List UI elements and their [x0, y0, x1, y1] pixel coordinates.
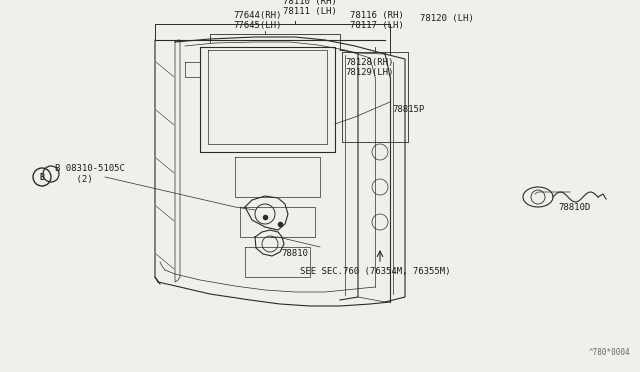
- Text: SEE SEC.760 (76354M, 76355M): SEE SEC.760 (76354M, 76355M): [300, 267, 451, 276]
- Text: 78120 (LH): 78120 (LH): [420, 14, 474, 23]
- Text: 78110 (RH)
78111 (LH): 78110 (RH) 78111 (LH): [283, 0, 337, 16]
- Text: 78116 (RH)
78117 (LH): 78116 (RH) 78117 (LH): [350, 10, 404, 30]
- Text: 78128(RH)
78129(LH): 78128(RH) 78129(LH): [345, 58, 394, 77]
- Text: 77644(RH)
77645(LH): 77644(RH) 77645(LH): [234, 10, 282, 30]
- Text: 78810: 78810: [282, 249, 308, 258]
- Text: 78815P: 78815P: [392, 106, 424, 115]
- Text: 78810D: 78810D: [558, 202, 590, 212]
- Text: B: B: [40, 173, 45, 182]
- Text: ^780*0004: ^780*0004: [588, 348, 630, 357]
- Text: B 08310-5105C
    (2): B 08310-5105C (2): [55, 164, 125, 184]
